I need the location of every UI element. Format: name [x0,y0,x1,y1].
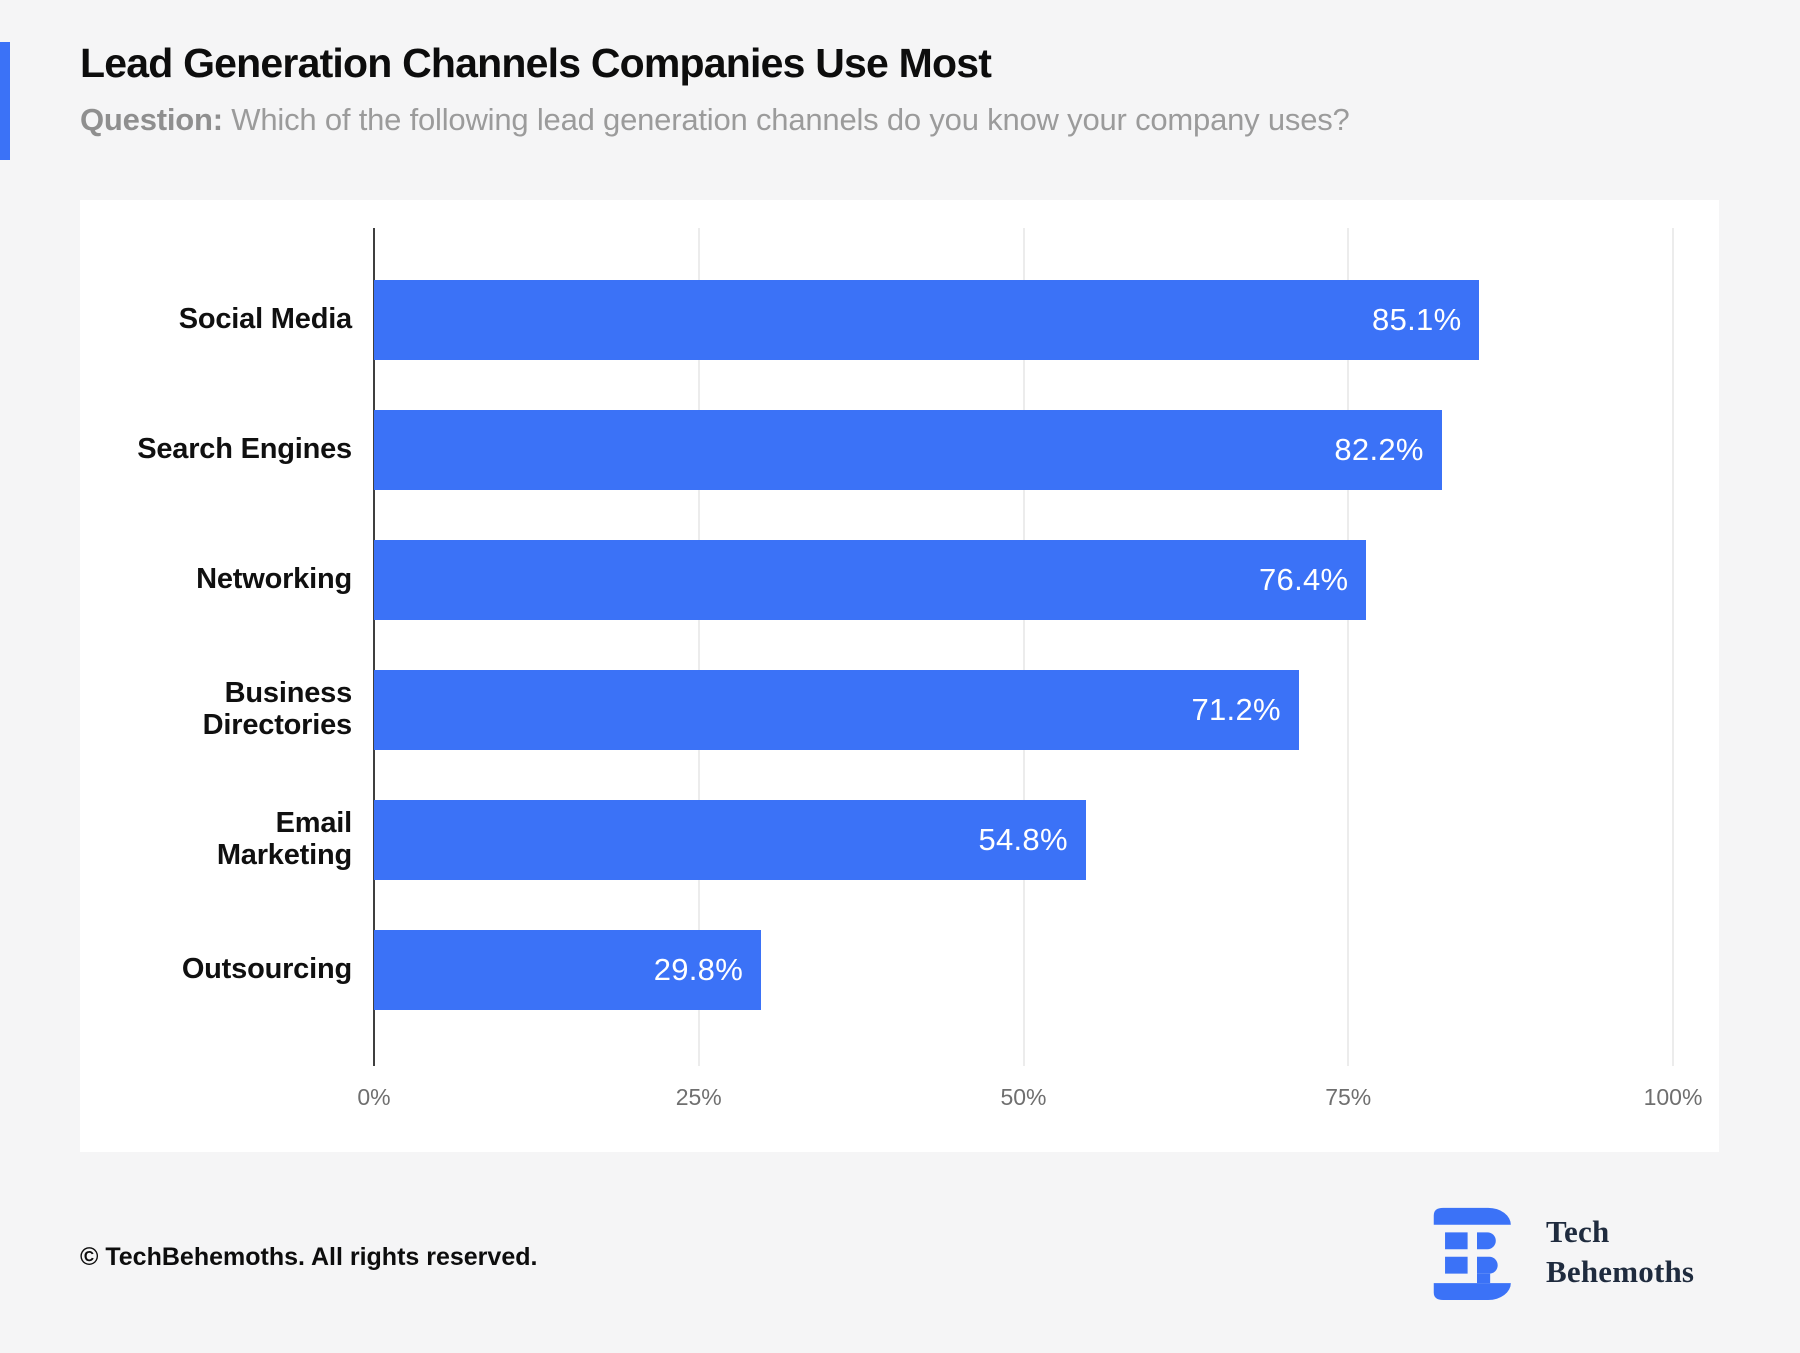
gridline [697,228,700,1066]
bar-value-label: 82.2% [1334,432,1424,467]
title-accent-bar [0,42,10,160]
x-tick-label: 50% [1000,1084,1047,1110]
techbehemoths-logo: Tech Behemoths [1430,1204,1694,1302]
bar-value-label: 76.4% [1259,562,1349,597]
question-label: Question: [80,102,223,137]
category-label: Business Directories [202,677,353,741]
x-tick-label: 100% [1643,1084,1703,1110]
techbehemoths-logo-text: Tech Behemoths [1546,1212,1694,1292]
x-tick-label: 75% [1325,1084,1372,1110]
bar: 71.2% [374,670,1299,750]
bar: 29.8% [374,930,762,1010]
gridline [1347,228,1350,1066]
chart-panel: Social Media Search Engines Networking Busi… [80,200,1719,1152]
logo-text-line1: Tech [1546,1214,1610,1249]
techbehemoths-logo-icon [1433,1207,1511,1300]
category-label: Search Engines [137,433,352,466]
bar: 85.1% [374,280,1480,360]
page-subtitle: Question: Which of the following lead ge… [80,102,1350,138]
question-text: Which of the following lead generation c… [222,102,1350,137]
category-label: Email Marketing [216,807,352,871]
gridline [1022,228,1025,1066]
plot-area: 85.1% 82.2% 76.4% 71.2% 54.8% 29.8% [373,228,1674,1066]
gridline [1672,228,1674,1066]
category-label: Outsourcing [181,953,352,986]
bar-value-label: 71.2% [1191,692,1281,727]
x-tick-label: 0% [357,1084,391,1110]
bar: 76.4% [374,540,1367,620]
logo-text-line2: Behemoths [1546,1254,1695,1289]
bar-value-label: 29.8% [653,952,744,987]
page-title: Lead Generation Channels Companies Use M… [80,40,992,86]
bar-value-label: 54.8% [978,822,1068,857]
category-label: Networking [196,563,352,596]
bar: 82.2% [374,410,1442,490]
copyright-text: © TechBehemoths. All rights reserved. [80,1243,538,1271]
category-label: Social Media [178,303,352,336]
bar-value-label: 85.1% [1372,302,1462,337]
x-tick-label: 25% [675,1084,722,1110]
bar: 54.8% [374,800,1086,880]
y-axis-line [373,228,375,1066]
